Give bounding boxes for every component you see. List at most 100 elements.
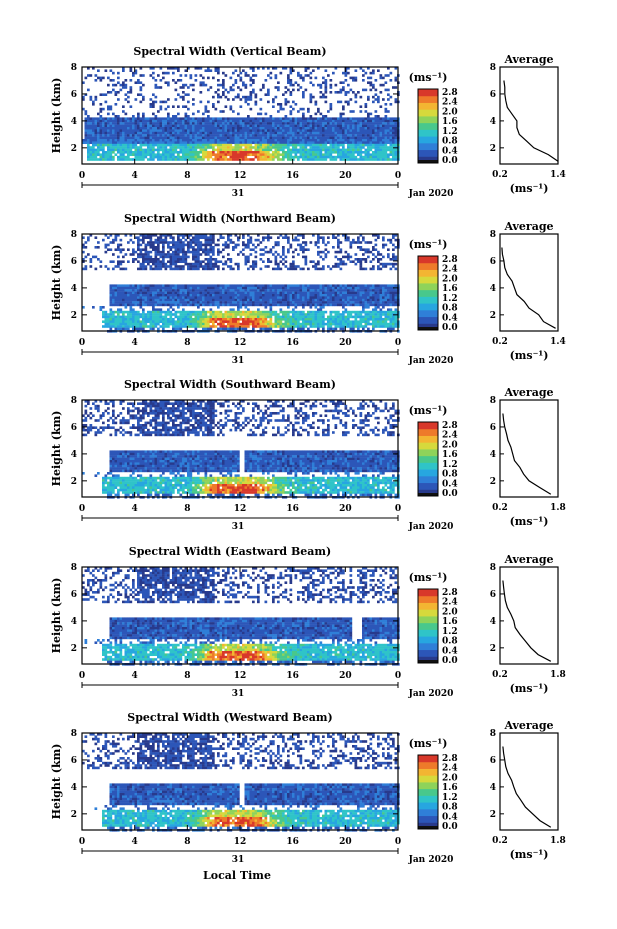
heatmap-cell bbox=[194, 74, 198, 77]
heatmap-cell bbox=[312, 303, 315, 307]
heatmap-cell bbox=[124, 320, 128, 323]
heatmap-cell bbox=[167, 143, 170, 147]
colorbar-tick-label: 2.4 bbox=[442, 98, 458, 108]
heatmap-cell bbox=[134, 310, 138, 314]
heatmap-cell bbox=[224, 148, 228, 152]
heatmap-cell bbox=[152, 310, 155, 314]
heatmap-cell bbox=[137, 112, 140, 116]
heatmap-cell bbox=[159, 303, 163, 307]
heatmap-cell bbox=[102, 124, 105, 128]
heatmap-cell bbox=[189, 291, 193, 295]
heatmap-cell bbox=[184, 284, 188, 287]
heatmap-cell bbox=[189, 76, 193, 80]
heatmap-cell bbox=[142, 122, 145, 125]
heatmap-cell bbox=[109, 129, 113, 132]
heatmap-cell bbox=[159, 289, 163, 292]
heatmap-cell bbox=[262, 139, 265, 142]
heatmap-cell bbox=[202, 313, 205, 316]
heatmap-cell bbox=[144, 143, 148, 147]
heatmap-cell bbox=[89, 155, 93, 159]
heatmap-cell bbox=[212, 238, 215, 242]
heatmap-cell bbox=[194, 238, 198, 242]
heatmap-cell bbox=[219, 158, 223, 161]
heatmap-cell bbox=[382, 153, 385, 156]
heatmap-cell bbox=[132, 143, 135, 147]
heatmap-cell bbox=[244, 289, 248, 292]
heatmap-cell bbox=[179, 301, 183, 304]
heatmap-cell bbox=[184, 322, 188, 326]
heatmap-cell bbox=[284, 313, 288, 316]
heatmap-cell bbox=[144, 313, 148, 316]
heatmap-cell bbox=[342, 134, 345, 137]
heatmap-cell bbox=[92, 306, 95, 309]
heatmap-cell bbox=[172, 139, 175, 142]
heatmap-cell bbox=[344, 69, 348, 72]
heatmap-cell bbox=[217, 131, 220, 135]
heatmap-cell bbox=[99, 306, 103, 309]
heatmap-cell bbox=[137, 93, 140, 96]
heatmap-cell bbox=[269, 327, 273, 331]
heatmap-cell bbox=[127, 136, 130, 140]
heatmap-cell bbox=[217, 141, 220, 144]
heatmap-cell bbox=[302, 146, 305, 149]
heatmap-cell bbox=[279, 139, 283, 142]
heatmap-cell bbox=[167, 310, 170, 314]
heatmap-cell bbox=[202, 136, 205, 140]
heatmap-cell bbox=[194, 284, 198, 287]
heatmap-cell bbox=[162, 327, 165, 331]
heatmap-cell bbox=[182, 289, 185, 292]
colorbar-tick-label: 0.8 bbox=[442, 137, 458, 147]
heatmap-cell bbox=[359, 122, 363, 125]
heatmap-cell bbox=[324, 122, 328, 125]
heatmap-cell bbox=[244, 294, 248, 297]
heatmap-cell bbox=[134, 153, 138, 156]
heatmap-cell bbox=[229, 322, 233, 326]
heatmap-cell bbox=[324, 134, 328, 137]
heatmap-cell bbox=[192, 255, 195, 259]
heatmap-cell bbox=[202, 83, 205, 87]
heatmap-cell bbox=[267, 119, 270, 123]
heatmap-cell bbox=[262, 148, 265, 152]
heatmap-cell bbox=[237, 289, 240, 292]
heatmap-cell bbox=[162, 131, 165, 135]
heatmap-cell bbox=[144, 289, 148, 292]
heatmap-cell bbox=[117, 308, 120, 311]
heatmap-cell bbox=[364, 127, 368, 130]
heatmap-cell bbox=[362, 88, 365, 92]
heatmap-cell bbox=[357, 148, 360, 152]
heatmap-cell bbox=[129, 151, 133, 154]
heatmap-cell bbox=[269, 298, 273, 302]
heatmap-cell bbox=[319, 117, 323, 120]
heatmap-cell bbox=[249, 134, 253, 137]
heatmap-cell bbox=[267, 258, 270, 261]
heatmap-cell bbox=[217, 327, 220, 331]
heatmap-cell bbox=[389, 117, 393, 120]
heatmap-cell bbox=[252, 260, 255, 263]
heatmap-cell bbox=[322, 148, 325, 152]
heatmap-cell bbox=[384, 141, 388, 144]
heatmap-cell bbox=[249, 301, 253, 304]
heatmap-cell bbox=[249, 241, 253, 244]
heatmap-cell bbox=[162, 291, 165, 295]
heatmap-cell bbox=[294, 143, 298, 147]
heatmap-cell bbox=[267, 143, 270, 147]
heatmap-cell bbox=[142, 238, 145, 242]
heatmap-cell bbox=[239, 122, 243, 125]
heatmap-cell bbox=[344, 148, 348, 152]
heatmap-cell bbox=[124, 139, 128, 142]
heatmap-cell bbox=[214, 301, 218, 304]
heatmap-cell bbox=[189, 153, 193, 156]
heatmap-cell bbox=[102, 136, 105, 140]
heatmap-cell bbox=[234, 322, 238, 326]
heatmap-cell bbox=[257, 143, 260, 147]
heatmap-cell bbox=[134, 303, 138, 307]
heatmap-cell bbox=[284, 124, 288, 128]
heatmap-cell bbox=[207, 141, 210, 144]
heatmap-cell bbox=[367, 95, 370, 99]
heatmap-cell bbox=[357, 158, 360, 161]
heatmap-cell bbox=[87, 122, 90, 125]
heatmap-cell bbox=[289, 136, 293, 140]
heatmap-cell bbox=[204, 243, 208, 247]
heatmap-cell bbox=[124, 141, 128, 144]
heatmap-cell bbox=[282, 315, 285, 319]
